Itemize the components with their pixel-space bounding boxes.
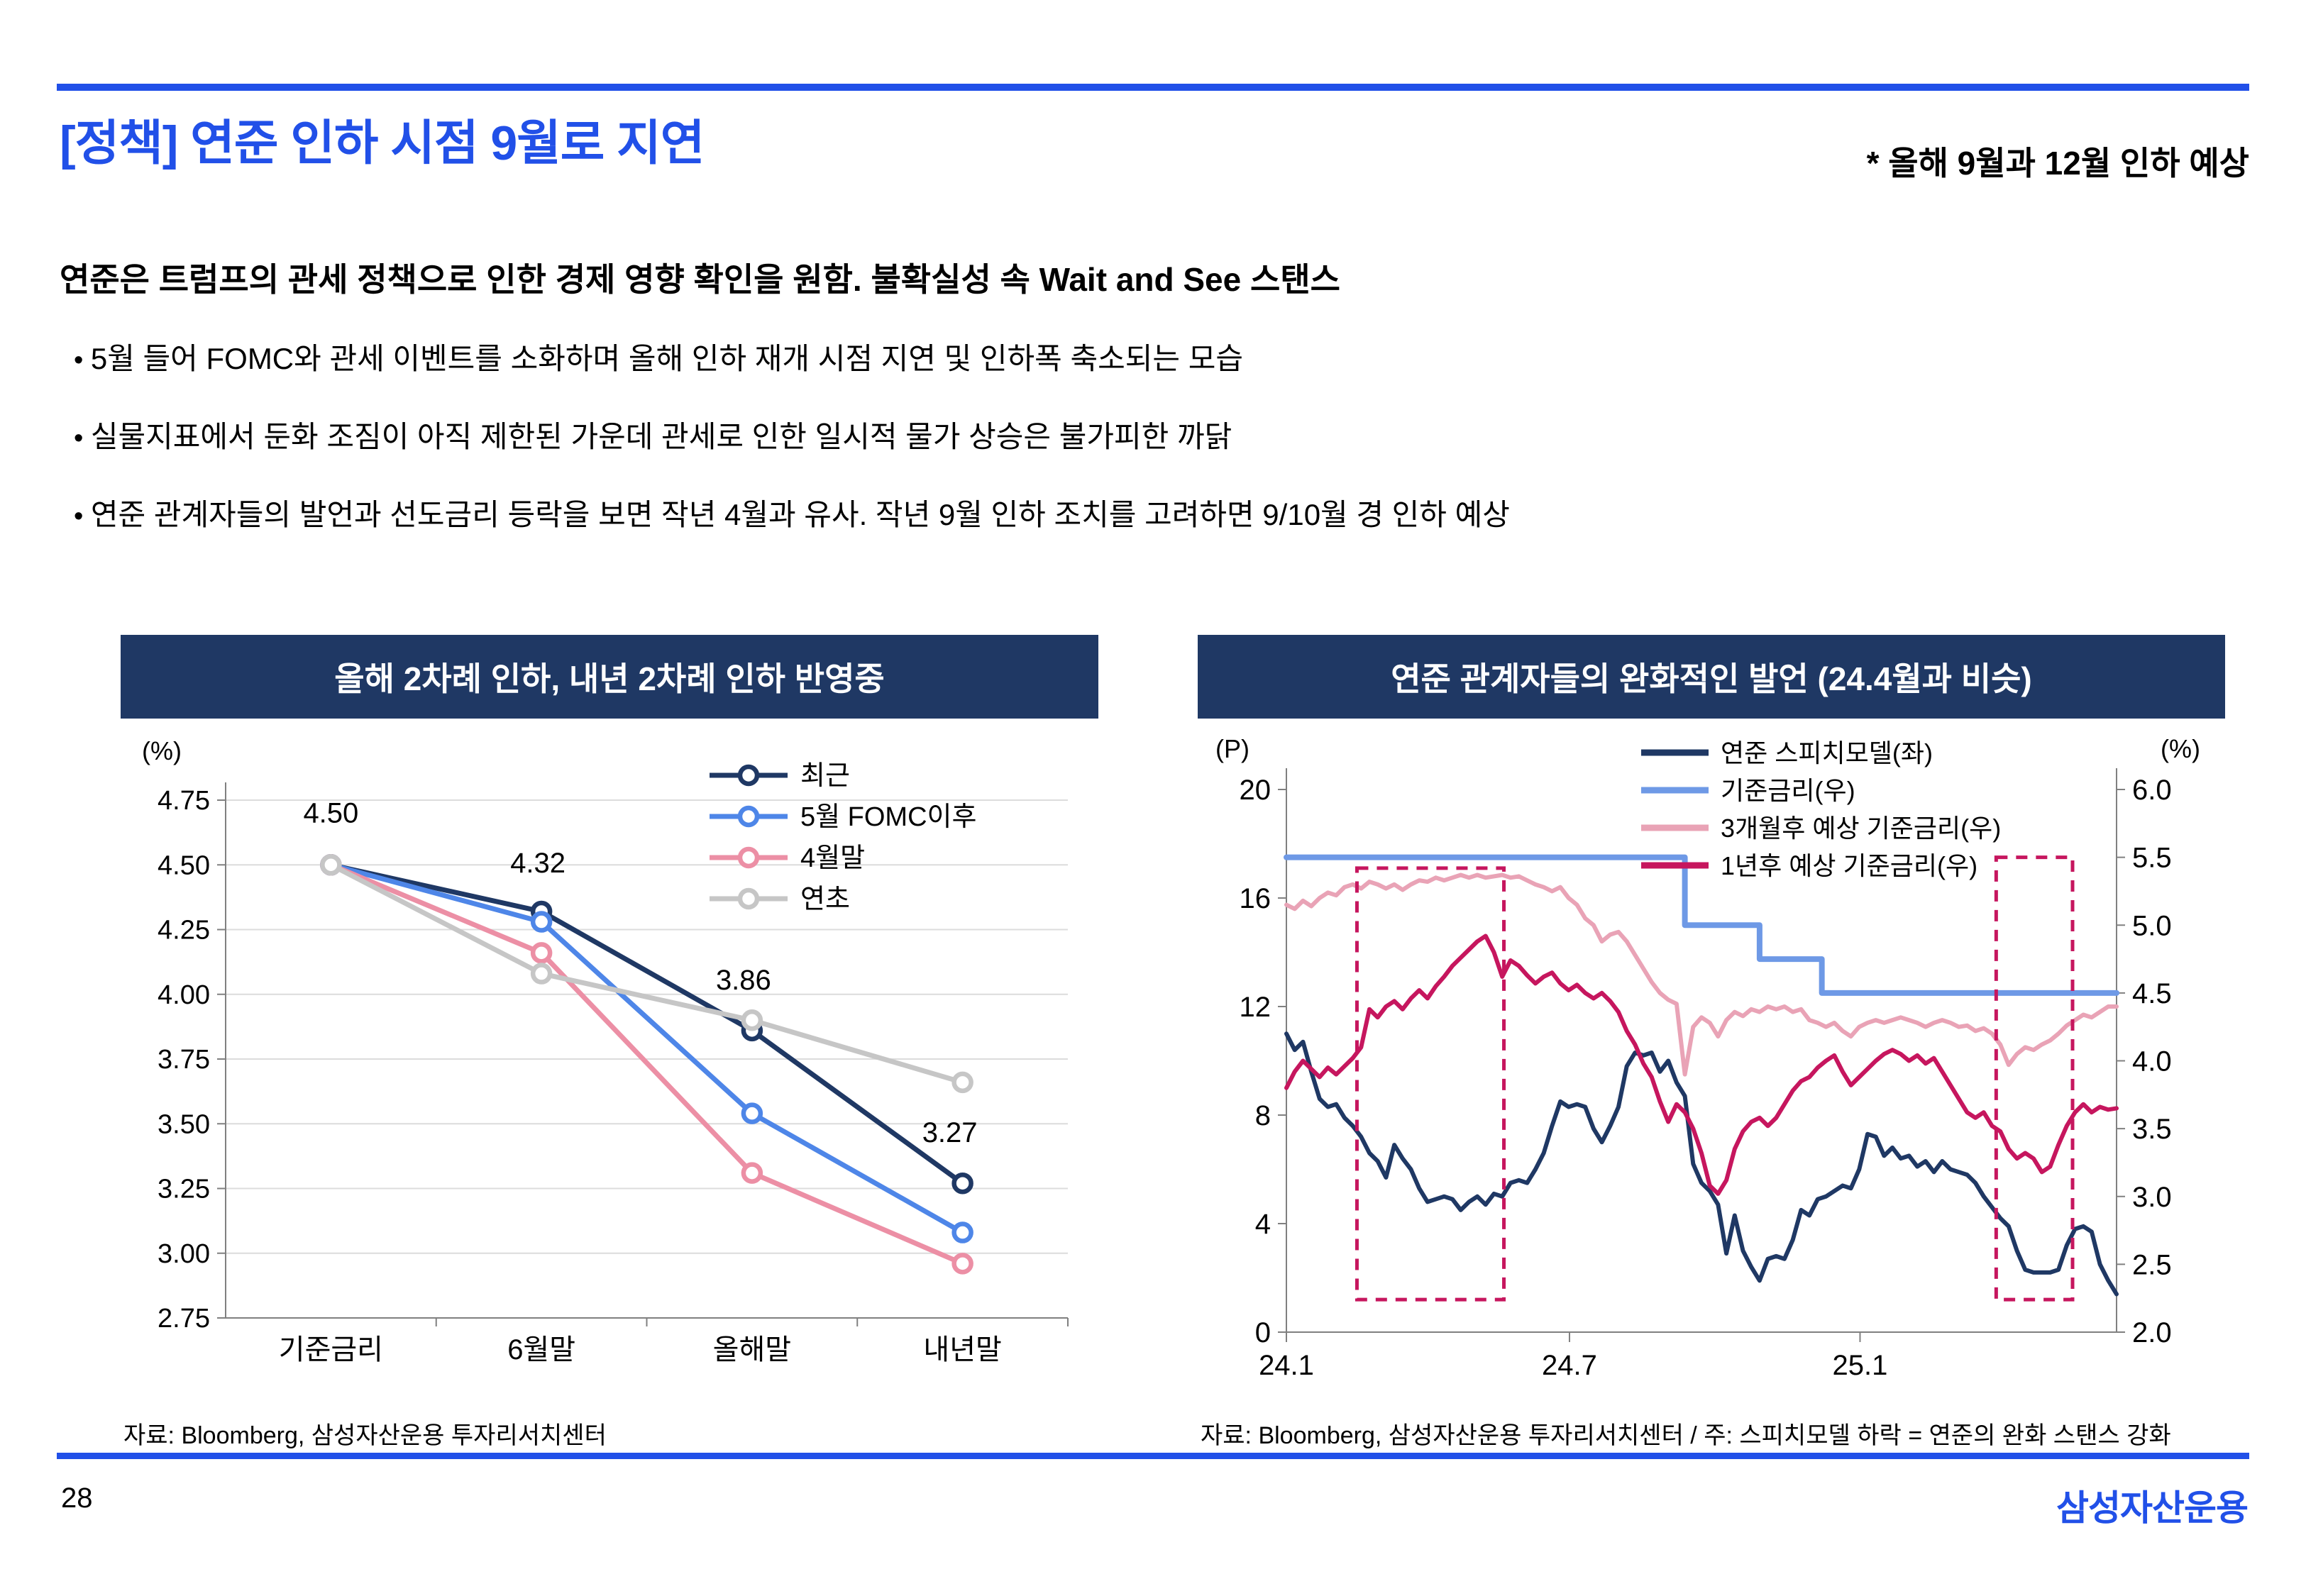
bullet-item: 실물지표에서 둔화 조짐이 아직 제한된 가운데 관세로 인한 일시적 물가 상… — [74, 399, 1510, 477]
svg-text:3.25: 3.25 — [158, 1175, 210, 1204]
svg-text:25.1: 25.1 — [1833, 1350, 1888, 1381]
svg-text:2.75: 2.75 — [158, 1304, 210, 1334]
svg-text:20: 20 — [1240, 775, 1271, 806]
svg-text:4.50: 4.50 — [158, 850, 210, 880]
svg-text:24.1: 24.1 — [1259, 1350, 1314, 1381]
bullet-item: 5월 들어 FOMC와 관세 이벤트를 소화하며 올해 인하 재개 시점 지연 … — [74, 321, 1510, 399]
svg-text:24.7: 24.7 — [1542, 1350, 1597, 1381]
svg-text:12: 12 — [1240, 992, 1271, 1023]
svg-text:4: 4 — [1255, 1209, 1271, 1240]
svg-text:3.75: 3.75 — [158, 1045, 210, 1075]
bullet-item: 연준 관계자들의 발언과 선도금리 등락을 보면 작년 4월과 유사. 작년 9… — [74, 477, 1510, 555]
svg-text:연초: 연초 — [800, 885, 850, 914]
svg-text:4.0: 4.0 — [2132, 1046, 2172, 1077]
svg-text:4.5: 4.5 — [2132, 978, 2172, 1009]
svg-text:3.5: 3.5 — [2132, 1114, 2172, 1145]
left-chart-panel: 올해 2차례 인하, 내년 2차례 인하 반영중 (%) 2.75 3.00 3.25… — [121, 635, 1098, 1410]
svg-text:내년말: 내년말 — [923, 1334, 1001, 1365]
svg-text:3.50: 3.50 — [158, 1109, 210, 1139]
svg-text:(%): (%) — [2161, 734, 2200, 763]
right-chart-source: 자료: Bloomberg, 삼성자산운용 투자리서치센터 / 주: 스피치모델… — [1201, 1422, 2171, 1449]
svg-text:4.00: 4.00 — [158, 980, 210, 1010]
svg-text:기준금리(우): 기준금리(우) — [1721, 776, 1855, 805]
svg-text:3개월후 예상 기준금리(우): 3개월후 예상 기준금리(우) — [1721, 814, 2001, 843]
svg-text:3.0: 3.0 — [2132, 1182, 2172, 1213]
svg-text:8: 8 — [1255, 1100, 1271, 1131]
svg-text:올해말: 올해말 — [713, 1334, 791, 1365]
svg-text:1년후 예상 기준금리(우): 1년후 예상 기준금리(우) — [1721, 851, 1977, 880]
svg-text:(%): (%) — [142, 736, 182, 765]
svg-text:5.0: 5.0 — [2132, 910, 2172, 941]
header-note: * 올해 9월과 12월 인하 예상 — [1866, 145, 2249, 182]
svg-text:기준금리: 기준금리 — [279, 1334, 383, 1365]
svg-text:3.86: 3.86 — [716, 965, 771, 996]
svg-text:4.32: 4.32 — [510, 848, 566, 879]
svg-text:5.5: 5.5 — [2132, 843, 2172, 874]
svg-text:16: 16 — [1240, 883, 1271, 914]
svg-text:4.75: 4.75 — [158, 786, 210, 816]
svg-text:4.25: 4.25 — [158, 916, 210, 946]
page-title: [정책] 연준 인하 시점 9월로 지연 — [60, 116, 705, 170]
left-chart-title: 올해 2차례 인하, 내년 2차례 인하 반영중 — [121, 635, 1098, 719]
svg-text:(P): (P) — [1215, 734, 1249, 763]
svg-text:0: 0 — [1255, 1317, 1271, 1348]
right-chart-panel: 연준 관계자들의 완화적인 발언 (24.4월과 비슷) (P) (%) 0 4 8 12… — [1198, 635, 2225, 1410]
svg-text:5월 FOMC이후: 5월 FOMC이후 — [800, 802, 976, 832]
svg-text:6월말: 6월말 — [507, 1334, 575, 1365]
svg-text:4.50: 4.50 — [303, 797, 358, 829]
svg-text:2.5: 2.5 — [2132, 1249, 2172, 1280]
bottom-divider-line — [57, 1453, 2249, 1459]
rate-path-line-chart: (%) 2.75 3.00 3.25 3.50 3.75 4.00 4.25 4.50 4.75 기… — [121, 719, 1098, 1410]
right-chart-title: 연준 관계자들의 완화적인 발언 (24.4월과 비슷) — [1198, 635, 2225, 719]
bullet-list: 5월 들어 FOMC와 관세 이벤트를 소화하며 올해 인하 재개 시점 지연 … — [74, 321, 1510, 555]
top-divider-line — [57, 84, 2249, 91]
svg-text:3.27: 3.27 — [922, 1117, 978, 1148]
svg-text:6.0: 6.0 — [2132, 775, 2172, 806]
page-number: 28 — [61, 1483, 93, 1514]
svg-text:연준 스피치모델(좌): 연준 스피치모델(좌) — [1721, 738, 1933, 767]
svg-text:3.00: 3.00 — [158, 1239, 210, 1269]
company-logo: 삼성자산운용 — [2056, 1488, 2249, 1528]
svg-text:4월말: 4월말 — [800, 843, 865, 873]
body-heading: 연준은 트럼프의 관세 정책으로 인한 경제 영향 확인을 원함. 불확실성 속… — [60, 261, 1340, 298]
left-chart-source: 자료: Bloomberg, 삼성자산운용 투자리서치센터 — [123, 1422, 607, 1449]
fed-speech-model-line-chart: (P) (%) 0 4 8 12 16 20 2.0 2.5 3.0 3.5 4.0 4.5 5.0 5.5 6… — [1198, 719, 2225, 1410]
svg-text:2.0: 2.0 — [2132, 1317, 2172, 1348]
svg-text:최근: 최근 — [800, 761, 850, 791]
